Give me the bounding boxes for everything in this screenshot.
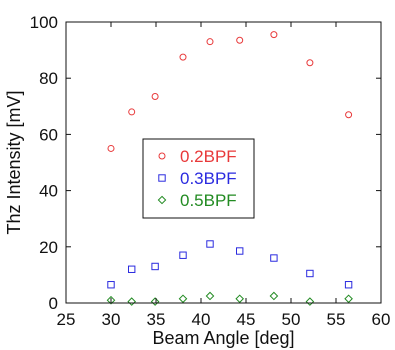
data-point [305, 297, 315, 306]
data-point [107, 144, 115, 152]
y-tick-label: 100 [30, 13, 58, 32]
series-0.3BPF [107, 240, 353, 289]
series-0.5BPF [106, 291, 353, 306]
y-tick-label: 20 [39, 238, 58, 257]
legend: 0.2BPF 0.3BPF 0.5BPF [142, 138, 255, 219]
data-point [236, 247, 244, 255]
data-point [150, 297, 160, 306]
data-point [179, 53, 187, 61]
legend-label: 0.3BPF [180, 169, 237, 188]
y-tick-label: 60 [39, 125, 58, 144]
x-tick-label: 55 [327, 310, 346, 329]
x-tick-label: 25 [57, 310, 76, 329]
data-point [345, 111, 353, 119]
data-point [206, 38, 214, 46]
y-axis-label: Thz Intensity [mV] [4, 90, 24, 234]
data-point [270, 254, 278, 262]
data-point [179, 251, 187, 259]
x-tick-label: 45 [237, 310, 256, 329]
data-point [127, 297, 137, 306]
x-tick-label: 35 [147, 310, 166, 329]
axes: 25 30 35 40 45 50 55 60 0 20 40 60 80 100 [30, 13, 391, 329]
data-point [178, 294, 188, 304]
legend-marker [157, 195, 167, 205]
legend-box [142, 138, 255, 219]
data-point [236, 36, 244, 44]
x-tick-label: 60 [372, 310, 391, 329]
data-point [128, 265, 136, 273]
data-point [306, 269, 314, 278]
data-point [205, 291, 215, 301]
y-tick-label: 40 [39, 182, 58, 201]
plot-area [106, 31, 353, 306]
legend-marker [158, 174, 166, 182]
y-tick-label: 80 [39, 69, 58, 88]
series-0.2BPF [107, 31, 353, 152]
plot-frame [65, 21, 382, 304]
x-axis-label: Beam Angle [deg] [152, 328, 294, 348]
data-point [235, 294, 245, 304]
data-point [106, 295, 116, 305]
data-point [306, 59, 314, 67]
y-tick-label: 0 [49, 294, 58, 313]
data-point [107, 281, 115, 289]
legend-marker [158, 152, 166, 160]
data-point [344, 281, 353, 289]
data-point [128, 108, 136, 116]
legend-label: 0.2BPF [180, 147, 237, 166]
x-tick-label: 50 [282, 310, 301, 329]
x-tick-label: 30 [102, 310, 121, 329]
data-point [270, 31, 278, 39]
data-point [151, 92, 159, 100]
legend-label: 0.5BPF [180, 191, 237, 210]
data-point [344, 294, 353, 304]
data-point [151, 262, 159, 271]
data-point [206, 240, 214, 248]
x-tick-label: 40 [192, 310, 211, 329]
data-point [269, 291, 279, 301]
